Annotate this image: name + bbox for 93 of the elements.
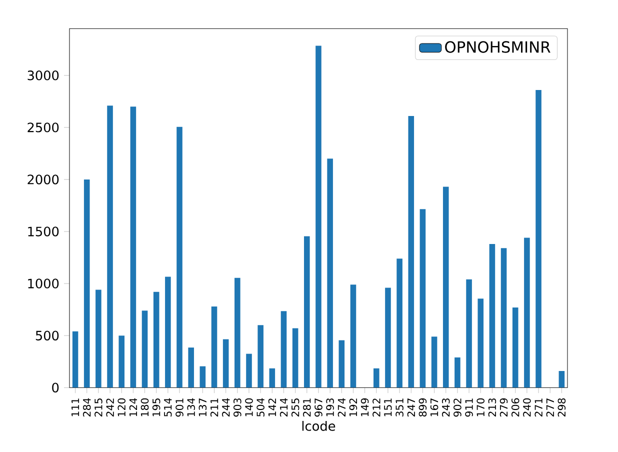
x-tick-label: 504: [256, 398, 264, 417]
bar: [489, 244, 496, 388]
x-tick-label: 244: [222, 398, 230, 417]
bar: [338, 340, 345, 388]
x-axis-title: lcode: [302, 421, 336, 432]
x-tick-label: 151: [384, 398, 392, 416]
bar: [269, 368, 276, 388]
x-tick-label: 149: [360, 398, 369, 416]
x-tick-label: 271: [534, 398, 542, 417]
bar: [316, 46, 322, 388]
x-tick-label: 111: [72, 398, 80, 416]
x-tick-label: 192: [349, 398, 358, 416]
bar: [408, 116, 414, 388]
x-tick-label: 242: [106, 398, 114, 417]
x-tick-label: 212: [372, 398, 380, 417]
x-tick-label: 298: [558, 398, 566, 417]
bar: [84, 180, 90, 388]
bar: [454, 358, 460, 388]
x-tick-label: 901: [176, 398, 184, 417]
bar: [442, 186, 449, 388]
bar: [558, 371, 565, 388]
bar: [234, 278, 240, 388]
x-tick-label: 137: [198, 398, 207, 416]
y-tick-label: 3000: [28, 70, 59, 80]
bar: [222, 339, 229, 388]
bar: [188, 348, 194, 388]
x-tick-label: 215: [94, 398, 102, 417]
bar: [536, 90, 542, 388]
bar: [200, 366, 206, 388]
bar: [118, 336, 124, 388]
x-tick-label: 134: [187, 398, 195, 416]
bar: [246, 354, 252, 388]
legend-label: OPNOHSMINR: [445, 41, 550, 54]
bar: [431, 336, 438, 388]
x-tick-label: 279: [500, 398, 508, 417]
bar: [280, 311, 287, 388]
x-tick-label: 281: [303, 398, 311, 417]
bar: [292, 328, 298, 388]
bar: [385, 288, 391, 388]
bar: [72, 332, 78, 388]
bar: [350, 284, 356, 388]
x-tick-label: 120: [118, 398, 126, 416]
x-tick-label: 911: [465, 398, 473, 417]
bar: [478, 298, 484, 388]
x-tick-label: 274: [338, 398, 346, 417]
bar: [96, 290, 102, 388]
bar: [373, 368, 380, 388]
y-tick-label: 500: [36, 330, 59, 341]
bar: [165, 276, 171, 388]
y-tick-label: 1000: [28, 278, 59, 289]
bar: [304, 236, 310, 388]
bar: [512, 308, 518, 388]
x-tick-label: 214: [280, 398, 288, 417]
x-tick-label: 899: [418, 398, 427, 417]
x-tick-label: 277: [546, 398, 554, 417]
bar: [396, 258, 402, 388]
bar: [258, 325, 264, 388]
x-tick-label: 351: [396, 398, 404, 417]
bar: [176, 127, 182, 388]
x-tick-label: 180: [140, 398, 149, 416]
x-tick-label: 211: [210, 398, 218, 417]
bar: [107, 106, 113, 388]
x-tick-label: 514: [164, 398, 172, 417]
y-tick-label: 2000: [28, 174, 59, 185]
x-tick-label: 167: [430, 398, 438, 416]
bar: [420, 209, 426, 388]
bar: [327, 158, 333, 388]
x-tick-label: 284: [82, 398, 91, 417]
x-tick-label: 255: [291, 398, 300, 417]
bar: [500, 248, 507, 388]
x-tick-label: 206: [511, 398, 520, 417]
y-tick-label: 1500: [28, 226, 59, 237]
x-tick-label: 903: [234, 398, 242, 417]
x-tick-label: 124: [129, 398, 137, 416]
x-tick-label: 213: [488, 398, 496, 417]
x-tick-label: 170: [476, 398, 484, 416]
x-tick-label: 902: [454, 398, 462, 417]
x-tick-label: 240: [523, 398, 531, 417]
bar: [130, 106, 136, 388]
x-tick-label: 967: [314, 398, 322, 417]
bar: [524, 238, 530, 388]
y-tick-label: 0: [52, 382, 59, 393]
bar: [211, 306, 218, 388]
y-tick-label: 2500: [28, 122, 59, 132]
x-tick-label: 243: [442, 398, 450, 417]
x-tick-label: 247: [407, 398, 415, 417]
bar: [142, 310, 148, 388]
x-tick-label: 193: [326, 398, 334, 416]
x-tick-label: 140: [245, 398, 253, 416]
x-tick-label: 195: [152, 398, 160, 416]
bar: [466, 280, 472, 388]
bar: [153, 292, 160, 388]
x-tick-label: 142: [268, 398, 276, 416]
